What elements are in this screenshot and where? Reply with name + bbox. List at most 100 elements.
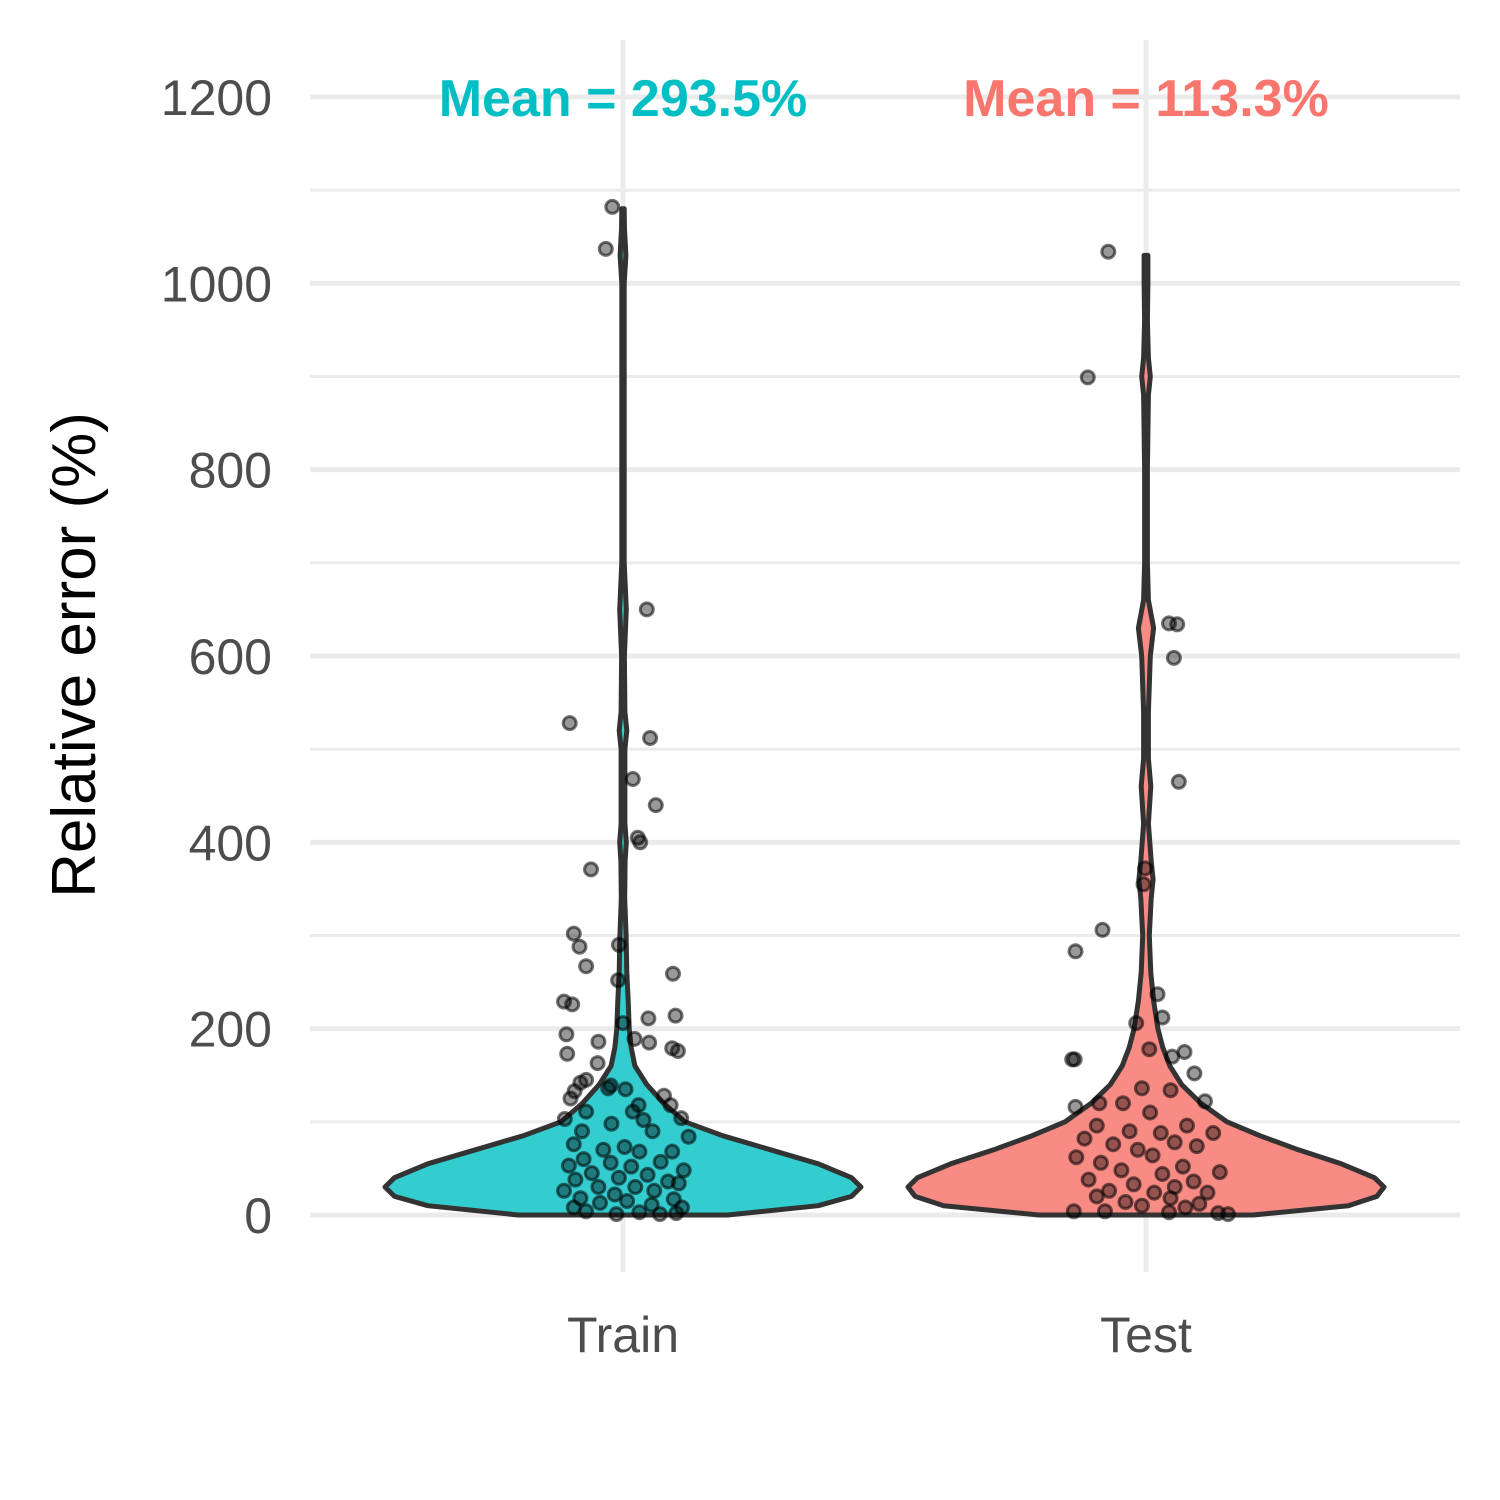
data-point-train — [602, 1077, 619, 1094]
violins — [382, 206, 1387, 1218]
data-point-train — [558, 1026, 575, 1043]
data-point-train — [617, 1081, 634, 1098]
data-point-test — [1154, 1166, 1171, 1182]
data-point-train — [647, 797, 664, 814]
data-point-train — [669, 1043, 686, 1059]
data-point-train — [638, 601, 655, 618]
data-point-train — [610, 936, 627, 953]
x-tick-label: Train — [567, 1307, 679, 1363]
data-point-train — [575, 1151, 592, 1168]
data-point-train — [623, 1158, 640, 1175]
data-point-train — [564, 996, 581, 1013]
data-point-test — [1162, 1082, 1179, 1099]
data-point-test — [1142, 1104, 1159, 1121]
data-point-test — [1169, 616, 1186, 633]
data-point-train — [590, 1033, 607, 1050]
data-point-test — [1068, 1149, 1085, 1166]
data-point-test — [1097, 1203, 1113, 1220]
data-point-train — [556, 1182, 572, 1199]
data-point-test — [1199, 1184, 1216, 1201]
data-point-train — [641, 1034, 658, 1051]
y-tick-label: 400 — [189, 815, 272, 871]
data-point-test — [1115, 1095, 1131, 1112]
data-point-train — [619, 1193, 636, 1209]
data-point-test — [1117, 1194, 1134, 1210]
data-point-train — [590, 1179, 607, 1195]
data-point-train — [567, 1171, 584, 1188]
data-point-train — [651, 1206, 668, 1223]
y-tick-label: 0 — [244, 1188, 272, 1244]
data-point-train — [626, 1030, 643, 1047]
data-point-train — [664, 1143, 681, 1160]
data-point-train — [603, 1115, 620, 1132]
y-tick-label: 1000 — [161, 256, 272, 312]
y-tick-label: 1200 — [161, 70, 272, 126]
data-point-train — [610, 972, 627, 989]
data-point-train — [602, 1154, 619, 1171]
violin-test — [905, 252, 1387, 1218]
data-point-test — [1188, 1138, 1205, 1155]
data-point-train — [604, 198, 621, 215]
data-point-train — [675, 1162, 692, 1179]
data-point-test — [1121, 1123, 1138, 1140]
data-point-test — [1174, 1158, 1191, 1175]
data-point-train — [616, 1139, 633, 1155]
data-point-test — [1205, 1125, 1222, 1141]
data-point-test — [1092, 1154, 1109, 1171]
data-point-train — [662, 1097, 679, 1114]
data-point-test — [1179, 1117, 1195, 1134]
data-point-train — [578, 1071, 595, 1088]
data-point-test — [1161, 1204, 1177, 1221]
data-point-train — [680, 1128, 697, 1145]
data-point-train — [578, 958, 595, 975]
data-point-test — [1067, 943, 1084, 960]
data-point-train — [608, 1206, 625, 1223]
grid-lines — [310, 40, 1460, 1272]
data-point-test — [1164, 1048, 1181, 1065]
data-point-test — [1065, 1203, 1082, 1220]
data-point-train — [632, 834, 649, 851]
data-point-test — [1101, 1182, 1118, 1199]
y-tick-label: 800 — [189, 443, 272, 499]
data-point-test — [1133, 1197, 1150, 1214]
data-point-train — [578, 1203, 595, 1220]
data-point-test — [1166, 1134, 1183, 1151]
data-point-train — [561, 715, 578, 732]
data-point-train — [592, 1194, 608, 1211]
data-point-train — [642, 730, 659, 746]
data-point-test — [1197, 1093, 1213, 1110]
mean-annotations: Mean = 293.5% Mean = 113.3% — [439, 70, 1329, 128]
data-point-train — [640, 1010, 657, 1027]
data-point-train — [562, 1090, 579, 1107]
jitter-points — [556, 198, 1236, 1223]
data-point-test — [1177, 1199, 1194, 1216]
violin-train — [382, 206, 864, 1218]
data-point-test — [1066, 1051, 1083, 1068]
data-point-test — [1113, 1162, 1130, 1179]
data-point-test — [1185, 1173, 1202, 1190]
data-point-test — [1152, 1125, 1169, 1141]
y-tick-label: 200 — [189, 1002, 272, 1058]
data-point-train — [559, 1045, 576, 1062]
data-point-test — [1091, 1095, 1108, 1112]
x-axis-ticks: Train Test — [567, 1307, 1192, 1363]
data-point-train — [574, 1123, 590, 1140]
data-point-train — [556, 1111, 573, 1127]
data-point-test — [1105, 1136, 1122, 1153]
data-point-train — [631, 1143, 648, 1160]
data-point-test — [1211, 1164, 1228, 1181]
data-point-train — [610, 1169, 627, 1186]
data-point-test — [1135, 876, 1152, 893]
data-point-train — [565, 925, 582, 942]
data-point-train — [624, 1103, 641, 1120]
data-point-test — [1191, 1195, 1208, 1212]
mean-annotation-train: Mean = 293.5% — [439, 70, 808, 128]
data-point-test — [1100, 243, 1117, 260]
data-point-test — [1154, 1009, 1171, 1026]
data-point-train — [639, 1166, 656, 1183]
y-tick-label: 600 — [189, 629, 272, 685]
y-axis-title: Relative error (%) — [40, 412, 109, 898]
data-point-train — [667, 1007, 684, 1024]
data-point-test — [1128, 1015, 1145, 1032]
data-point-train — [606, 1186, 623, 1203]
